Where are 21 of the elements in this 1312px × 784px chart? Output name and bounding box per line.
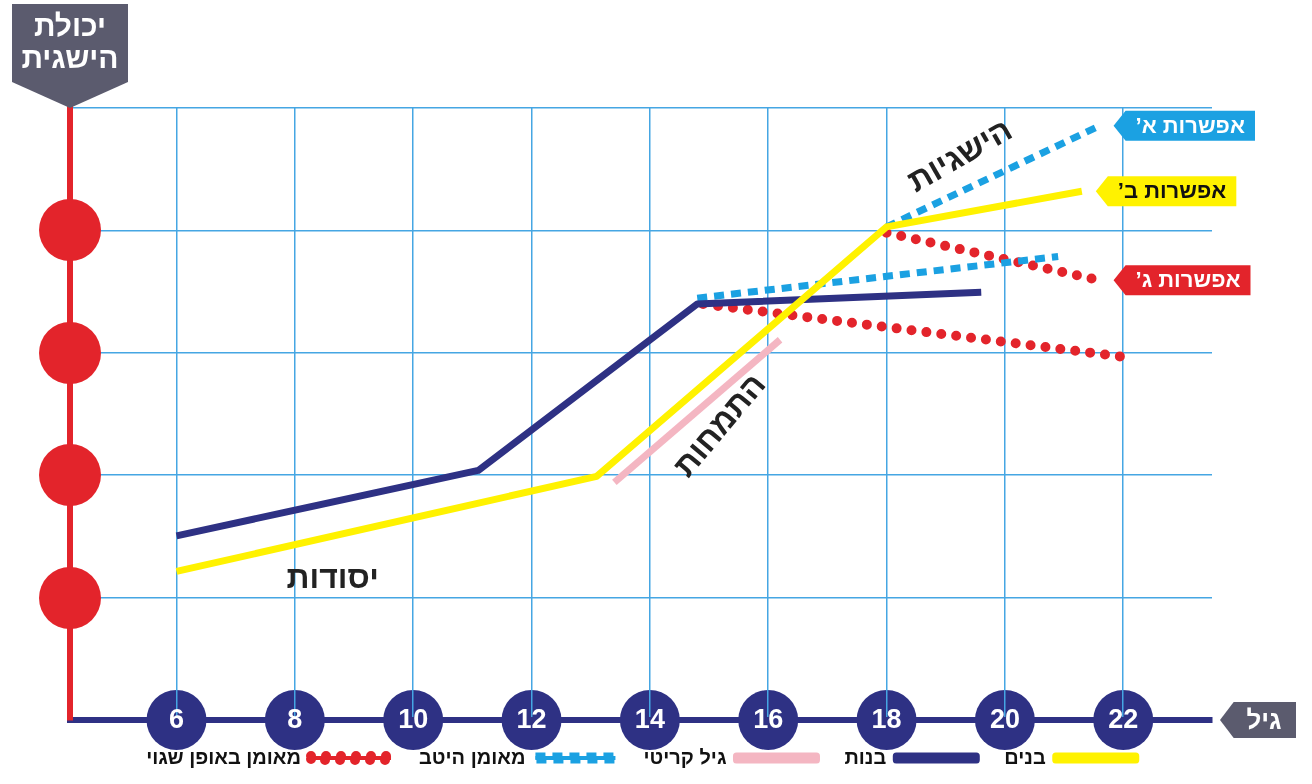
legend-label: גיל קריטי <box>643 745 727 768</box>
x-tick-label: 10 <box>398 704 429 735</box>
x-tick-label: 12 <box>516 704 547 735</box>
y-axis-title: יכולת הישגית <box>12 4 128 108</box>
x-tick-label: 6 <box>168 704 185 735</box>
legend-label: בנות <box>844 745 887 768</box>
legend-label: מאומן באופן שגוי <box>146 745 302 768</box>
annotation: הישגיות <box>901 111 1019 200</box>
x-tick-label: 22 <box>1108 704 1139 735</box>
annotation: אפשרות ג’ <box>1135 267 1241 293</box>
annotation: אפשרות ב’ <box>1117 178 1227 204</box>
legend-label: מאומן היטב <box>419 745 526 768</box>
x-tick-label: 8 <box>287 704 303 735</box>
annotation: אפשרות א’ <box>1135 112 1245 138</box>
x-tick-label: 18 <box>871 704 902 735</box>
x-tick-label: 16 <box>753 704 784 735</box>
x-tick-label: 20 <box>989 704 1020 735</box>
legend-label: בנים <box>1004 745 1046 768</box>
x-tick-label: 14 <box>634 704 665 735</box>
annotation: התמחות <box>666 366 773 484</box>
x-axis-title: גיל <box>1220 702 1296 738</box>
